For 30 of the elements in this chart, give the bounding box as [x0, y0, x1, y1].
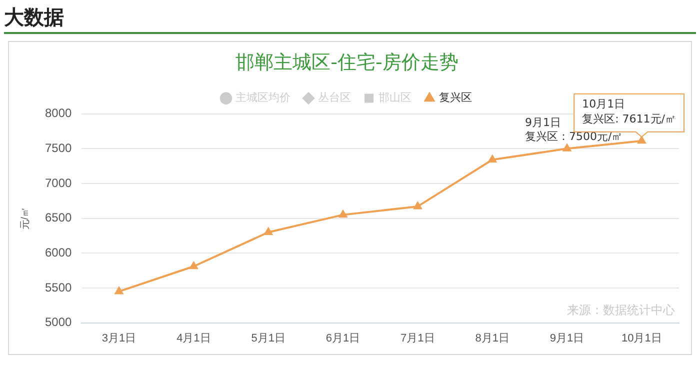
- y-tick-label: 7500: [44, 140, 72, 155]
- annotation: 复兴区: 7611元/㎡: [582, 112, 676, 126]
- point: [114, 286, 124, 294]
- legend-label: 复兴区: [439, 91, 472, 104]
- chart-title: 邯郸主城区-住宅-房价走势: [236, 51, 458, 74]
- x-tick-label: 6月1日: [326, 332, 360, 344]
- y-tick-label: 6000: [44, 245, 72, 260]
- point: [338, 210, 348, 218]
- x-tick-label: 3月1日: [102, 332, 136, 344]
- x-tick-label: 8月1日: [475, 332, 510, 344]
- x-tick-label: 5月1日: [251, 332, 286, 344]
- point: [488, 155, 496, 163]
- y-axis-title: 元/㎡: [20, 206, 31, 230]
- x-tick-label: 7月1日: [400, 332, 435, 344]
- annotation: 9月1日: [525, 116, 562, 129]
- y-tick-label: 5500: [44, 280, 72, 294]
- y-tick-label: 8000: [44, 106, 72, 120]
- point: [562, 144, 572, 152]
- point: [638, 136, 646, 144]
- y-tick-label: 5000: [44, 315, 72, 330]
- y-tick-label: 7000: [44, 176, 72, 190]
- point: [190, 262, 198, 270]
- text: 10月1日: [582, 97, 626, 110]
- point: [414, 202, 422, 210]
- x-tick-label: 10月1日: [621, 332, 662, 344]
- text: 大数据: [4, 2, 696, 34]
- x-tick-label: 4月1日: [176, 332, 211, 344]
- x-tick-label: 9月1日: [550, 332, 584, 344]
- point: [264, 228, 272, 235]
- y-tick-label: 6500: [44, 210, 72, 225]
